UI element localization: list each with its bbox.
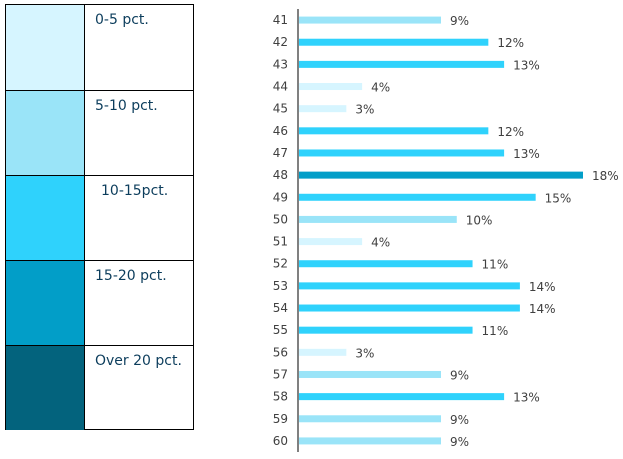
legend-swatch (6, 176, 85, 260)
legend-item: 0-5 pct. (6, 5, 193, 90)
bar-data-label: 4% (371, 81, 390, 95)
y-tick-label: 43 (273, 57, 288, 71)
bar-data-label: 9% (450, 368, 469, 382)
bar (299, 370, 441, 378)
legend-item: 10-15pct. (6, 175, 193, 260)
legend-item: Over 20 pct. (6, 345, 193, 430)
bar (299, 83, 363, 91)
bar-data-label: 13% (513, 58, 540, 72)
y-tick-label: 52 (273, 257, 288, 271)
y-tick-label: 56 (273, 345, 288, 359)
bar-data-label: 12% (497, 36, 524, 50)
y-tick-label: 41 (273, 13, 288, 27)
bar (299, 215, 457, 223)
y-tick-label: 50 (273, 212, 288, 226)
y-tick-label: 47 (273, 146, 288, 160)
y-tick-label: 45 (273, 102, 288, 116)
y-tick-label: 46 (273, 124, 288, 138)
y-tick-label: 59 (273, 412, 288, 426)
bar (299, 393, 505, 401)
bar (299, 282, 520, 290)
bar (299, 415, 441, 423)
bar-data-label: 9% (450, 14, 469, 28)
legend-swatch (6, 5, 85, 90)
bar (299, 238, 363, 246)
bar-data-label: 9% (450, 435, 469, 449)
legend-label: 0-5 pct. (95, 12, 149, 28)
y-tick-label: 60 (273, 434, 288, 448)
y-tick-label: 58 (273, 390, 288, 404)
legend-label: 15-20 pct. (95, 268, 167, 284)
legend-label: 10-15pct. (101, 183, 169, 199)
bar-data-label: 15% (545, 191, 572, 205)
bar (299, 127, 489, 135)
bar (299, 171, 583, 179)
y-tick-label: 54 (273, 301, 288, 315)
y-tick-label: 49 (273, 190, 288, 204)
legend-label: 5-10 pct. (95, 98, 158, 114)
y-tick-label: 57 (273, 367, 288, 381)
bar-data-label: 11% (482, 258, 509, 272)
bar-data-label: 9% (450, 413, 469, 427)
bar (299, 260, 473, 268)
legend-swatch (6, 91, 85, 175)
y-tick-label: 55 (273, 323, 288, 337)
legend-label: Over 20 pct. (95, 353, 182, 369)
bar-data-label: 14% (529, 280, 556, 294)
bar (299, 105, 347, 113)
legend-item: 5-10 pct. (6, 90, 193, 175)
y-tick-label: 42 (273, 35, 288, 49)
legend-item: 15-20 pct. (6, 260, 193, 345)
bar (299, 149, 505, 157)
color-legend: 0-5 pct. 5-10 pct. 10-15pct. 15-20 pct. Over… (5, 4, 194, 430)
bar (299, 348, 347, 356)
bar (299, 326, 473, 334)
y-tick-label: 53 (273, 279, 288, 293)
bar (299, 304, 520, 312)
y-tick-label: 48 (273, 168, 288, 182)
bar (299, 437, 441, 445)
bar-data-label: 11% (482, 324, 509, 338)
legend-swatch (6, 346, 85, 430)
bar-data-label: 3% (355, 103, 374, 117)
bar (299, 16, 441, 24)
legend-swatch (6, 261, 85, 345)
y-tick-label: 44 (273, 80, 288, 94)
bar (299, 60, 505, 68)
y-tick-label: 51 (273, 235, 288, 249)
bar-data-label: 14% (529, 302, 556, 316)
bar (299, 38, 489, 46)
bar (299, 193, 536, 201)
bar-data-label: 12% (497, 125, 524, 139)
bar-data-label: 18% (592, 169, 619, 183)
bar-data-label: 10% (466, 213, 493, 227)
bar-data-label: 4% (371, 236, 390, 250)
bar-data-label: 13% (513, 147, 540, 161)
bar-data-label: 13% (513, 391, 540, 405)
bar-data-label: 3% (355, 346, 374, 360)
